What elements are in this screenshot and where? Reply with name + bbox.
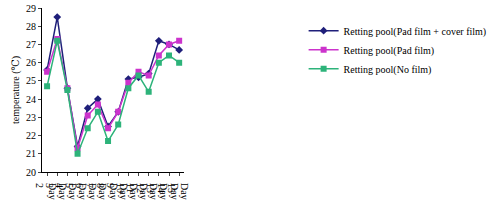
svg-text:temperature (℃): temperature (℃)	[10, 56, 22, 124]
svg-text:Day3: Day3	[44, 183, 68, 200]
svg-text:24: 24	[26, 94, 36, 105]
svg-text:Day10: Day10	[115, 183, 139, 200]
svg-text:Day7: Day7	[84, 183, 108, 200]
svg-text:Day6: Day6	[74, 183, 98, 200]
svg-text:Day9: Day9	[105, 183, 129, 200]
svg-text:Day5: Day5	[64, 183, 88, 200]
svg-text:22: 22	[26, 130, 36, 141]
svg-text:26: 26	[26, 57, 36, 68]
svg-text:29: 29	[26, 3, 36, 14]
svg-text:20: 20	[26, 167, 36, 178]
svg-text:25: 25	[26, 75, 36, 86]
svg-text:Day8: Day8	[95, 183, 119, 200]
svg-text:Day2: Day2	[34, 183, 58, 200]
svg-text:28: 28	[26, 21, 36, 32]
svg-text:Day12: Day12	[135, 183, 159, 200]
svg-text:Day4: Day4	[54, 183, 78, 200]
svg-text:Retting pool(No film): Retting pool(No film)	[344, 64, 432, 76]
svg-text:Day11: Day11	[125, 183, 149, 200]
svg-text:Day15: Day15	[166, 183, 190, 200]
svg-text:27: 27	[26, 39, 36, 50]
svg-text:21: 21	[26, 148, 36, 159]
svg-text:Retting pool(Pad film): Retting pool(Pad film)	[344, 45, 435, 57]
svg-text:Day13: Day13	[145, 183, 169, 200]
svg-text:Retting pool(Pad film + cover: Retting pool(Pad film + cover film)	[344, 26, 487, 38]
svg-text:Day14: Day14	[156, 183, 180, 200]
svg-text:23: 23	[26, 112, 36, 123]
